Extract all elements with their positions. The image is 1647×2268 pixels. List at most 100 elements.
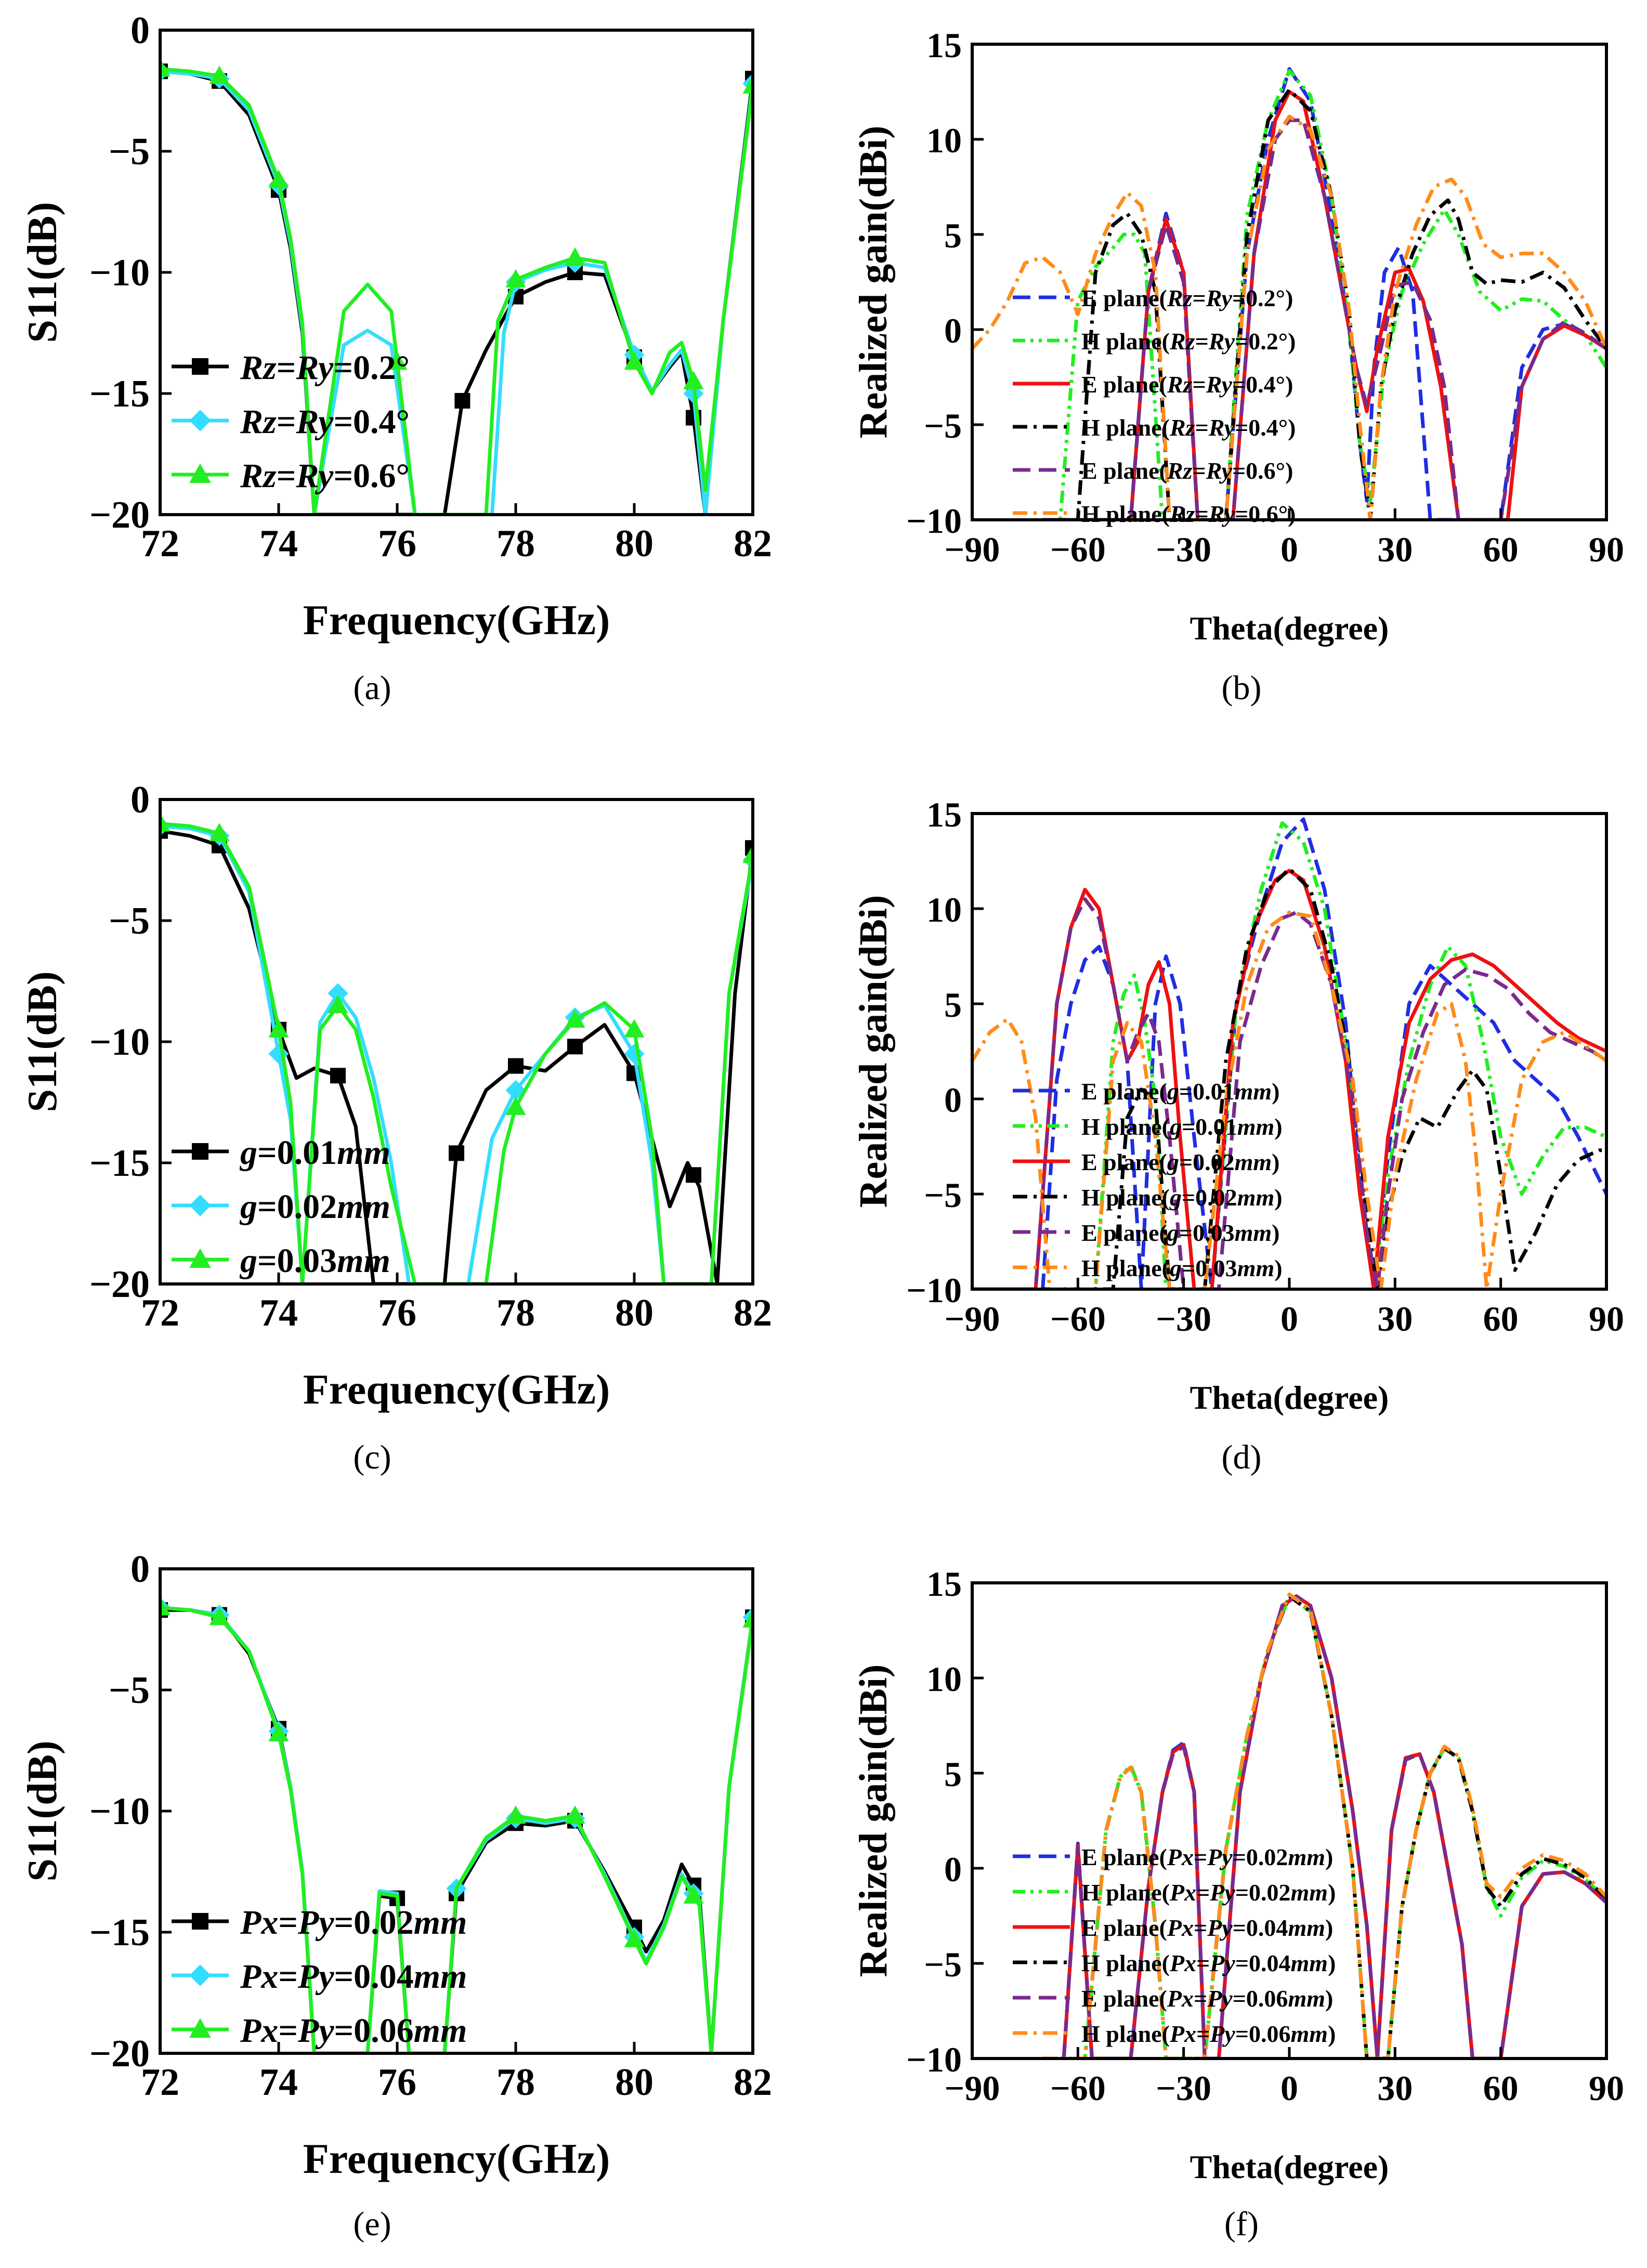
- legend-label: E plane(Rz=Ry=0.6°): [1081, 457, 1293, 484]
- panel-caption: (a): [353, 669, 391, 707]
- x-tick-label: 60: [1483, 530, 1519, 569]
- series-marker: [328, 983, 348, 1004]
- x-tick-label: −90: [945, 1299, 1000, 1339]
- series-marker: [330, 1068, 346, 1084]
- x-tick-label: 72: [141, 2061, 179, 2104]
- series-line-2: [1042, 821, 1606, 1289]
- legend-marker: [189, 410, 211, 431]
- y-tick-label: −15: [89, 1911, 150, 1954]
- series-group: [972, 817, 1606, 1289]
- y-tick-label: 10: [926, 890, 962, 929]
- x-tick-label: 78: [496, 522, 535, 565]
- series-marker: [742, 75, 753, 94]
- x-tick-label: −30: [1156, 530, 1211, 569]
- series-marker: [160, 813, 171, 832]
- y-tick-label: −5: [924, 1945, 962, 1984]
- x-tick-label: 0: [1280, 2068, 1298, 2108]
- legend-label: g=0.03mm: [239, 1242, 390, 1280]
- legend-label: Rz=Ry=0.2°: [240, 349, 410, 387]
- y-tick-label: −20: [89, 494, 150, 536]
- x-axis-label: Theta(degree): [1190, 1379, 1389, 1416]
- y-tick-label: −20: [89, 1263, 150, 1306]
- series-line-6: [972, 114, 1606, 520]
- y-tick-label: −10: [89, 1021, 150, 1064]
- y-tick-label: −15: [89, 1142, 150, 1185]
- legend-label: E plane(g=0.03mm): [1081, 1220, 1279, 1246]
- series-marker: [454, 392, 470, 409]
- legend-label: Rz=Ry=0.6°: [240, 457, 410, 495]
- chart-e: 72 74 76 78 80 82 0 −5 −10 −15 −20 Frequency(GHz) S1…: [20, 1548, 772, 2243]
- series-line-3: [972, 869, 1606, 1289]
- legend-label: H plane(Px=Py=0.04mm): [1081, 1950, 1336, 1976]
- y-tick-label: 0: [944, 1080, 962, 1120]
- series-line-3: [160, 822, 753, 1284]
- chart-f: −90 −60 −30 0 30 60 90 15 10 5 0 −5 −10 Theta(degree)…: [852, 1564, 1624, 2243]
- x-axis-label: Theta(degree): [1190, 2148, 1389, 2185]
- legend-label: E plane(g=0.02mm): [1081, 1149, 1279, 1175]
- y-axis-label: S11(dB): [20, 202, 66, 343]
- legend-label: Rz=Ry=0.4°: [240, 403, 410, 441]
- series-group: [972, 67, 1606, 520]
- series-marker: [742, 1609, 753, 1628]
- series-marker: [508, 1058, 524, 1074]
- x-axis-label: Frequency(GHz): [303, 596, 610, 644]
- y-tick-label: −10: [906, 501, 962, 541]
- series-marker: [209, 65, 230, 84]
- series-line-5: [1062, 1594, 1606, 2059]
- series-line-6: [1042, 1592, 1606, 2059]
- y-tick-label: −10: [89, 1790, 150, 1833]
- legend-marker: [189, 1248, 211, 1268]
- x-tick-label: 60: [1483, 2068, 1519, 2108]
- legend-label: H plane(Rz=Ry=0.4°): [1081, 414, 1296, 441]
- panel-caption: (b): [1222, 669, 1262, 707]
- series-marker: [624, 1019, 645, 1038]
- legend-marker: [189, 1195, 211, 1216]
- x-tick-label: −90: [945, 2068, 1000, 2108]
- y-axis-label: Realized gain(dBi): [852, 1664, 895, 1977]
- legend-marker: [189, 2018, 211, 2038]
- y-tick-label: −10: [906, 1270, 962, 1310]
- x-tick-label: 90: [1589, 2068, 1624, 2108]
- legend-label: E plane(Px=Py=0.04mm): [1081, 1915, 1333, 1941]
- series-marker: [686, 1167, 701, 1183]
- x-tick-label: 82: [734, 522, 772, 565]
- legend-label: E plane(Px=Py=0.02mm): [1081, 1844, 1333, 1870]
- series-marker: [624, 1929, 645, 1947]
- chart-d: −90 −60 −30 0 30 60 90 15 10 5 0 −5 −10 Theta(degree)…: [852, 795, 1624, 1476]
- y-tick-label: −10: [89, 252, 150, 294]
- x-tick-label: −60: [1050, 530, 1106, 569]
- x-tick-label: −30: [1156, 1299, 1211, 1339]
- x-tick-label: 74: [259, 2061, 298, 2104]
- y-tick-label: 5: [944, 985, 962, 1025]
- chart-c: 72 74 76 78 80 82 0 −5 −10 −15 −20 Frequency(GHz) S1…: [20, 779, 772, 1476]
- legend-label: g=0.01mm: [239, 1134, 390, 1172]
- legend-label: Px=Py=0.02mm: [240, 1904, 467, 1942]
- series-line-4: [1042, 867, 1606, 1289]
- y-tick-label: −10: [906, 2040, 962, 2079]
- y-tick-label: 5: [944, 216, 962, 255]
- panel-caption: (e): [353, 2205, 391, 2243]
- series-marker: [742, 844, 753, 863]
- series-group: [160, 58, 753, 515]
- series-group: [1042, 1592, 1606, 2059]
- legend-marker: [192, 358, 208, 375]
- x-tick-label: 0: [1280, 1299, 1298, 1339]
- series-line-2: [1042, 69, 1606, 520]
- legend-label: H plane(g=0.02mm): [1081, 1184, 1283, 1211]
- chart-a: 72 74 76 78 80 82 0 −5 −10 −15 −20 Frequency(GHz) S1…: [20, 9, 772, 707]
- legend: E plane(Px=Py=0.02mm) H plane(Px=Py=0.02m…: [1013, 1844, 1336, 2047]
- x-tick-label: 72: [141, 522, 179, 565]
- x-tick-label: 90: [1589, 530, 1624, 569]
- y-tick-label: 10: [926, 1659, 962, 1699]
- series-marker: [268, 1019, 289, 1038]
- series-line-6: [972, 910, 1606, 1289]
- series-marker: [160, 58, 171, 77]
- x-tick-label: 74: [259, 522, 298, 565]
- x-tick-label: −90: [945, 530, 1000, 569]
- legend-label: H plane(g=0.01mm): [1081, 1113, 1283, 1140]
- y-tick-label: −5: [109, 1669, 150, 1712]
- legend-label: H plane(Px=Py=0.06mm): [1081, 2021, 1336, 2047]
- x-tick-label: 78: [496, 1292, 535, 1334]
- legend-label: Px=Py=0.06mm: [240, 2012, 467, 2050]
- legend: E plane(Rz=Ry=0.2°) H plane(Rz=Ry=0.2°) E …: [1013, 285, 1296, 527]
